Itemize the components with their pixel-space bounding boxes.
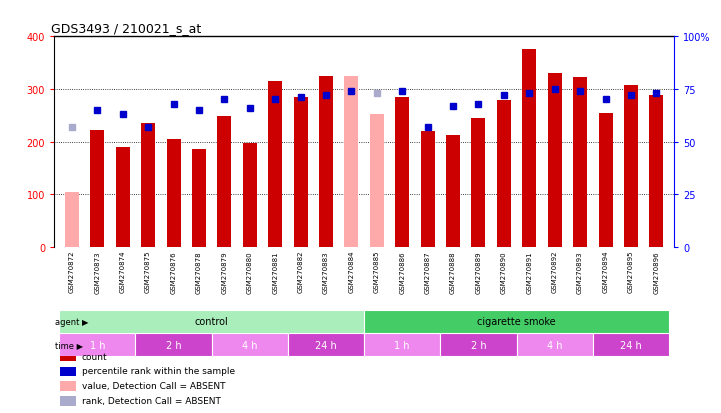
- Text: 1 h: 1 h: [89, 340, 105, 350]
- Bar: [217, 117, 231, 247]
- Text: GSM270894: GSM270894: [603, 250, 609, 293]
- Text: agent ▶: agent ▶: [55, 317, 88, 326]
- Text: GSM270879: GSM270879: [221, 250, 227, 293]
- Text: GSM270892: GSM270892: [552, 250, 558, 293]
- Text: time ▶: time ▶: [55, 340, 83, 349]
- Bar: [61, 396, 76, 406]
- Bar: [90, 131, 105, 247]
- Text: GSM270896: GSM270896: [653, 250, 659, 293]
- Bar: [65, 192, 79, 247]
- Bar: [516, 333, 593, 356]
- Text: GSM270886: GSM270886: [399, 250, 405, 293]
- Text: percentile rank within the sample: percentile rank within the sample: [82, 367, 235, 375]
- Bar: [497, 101, 511, 247]
- Text: GSM270881: GSM270881: [272, 250, 278, 293]
- Text: GSM270883: GSM270883: [323, 250, 329, 293]
- Bar: [115, 147, 130, 247]
- Text: 4 h: 4 h: [242, 340, 257, 350]
- Bar: [243, 143, 257, 247]
- Text: 4 h: 4 h: [547, 340, 562, 350]
- Text: control: control: [195, 317, 229, 327]
- Text: GSM270890: GSM270890: [501, 250, 507, 293]
- Text: count: count: [82, 352, 107, 361]
- Bar: [593, 333, 669, 356]
- Text: 2 h: 2 h: [471, 340, 486, 350]
- Text: GSM270889: GSM270889: [475, 250, 482, 293]
- Text: GSM270880: GSM270880: [247, 250, 253, 293]
- Text: GSM270893: GSM270893: [577, 250, 583, 293]
- Text: GSM270876: GSM270876: [170, 250, 177, 293]
- Text: GSM270878: GSM270878: [196, 250, 202, 293]
- Bar: [650, 96, 663, 247]
- Bar: [364, 333, 441, 356]
- Bar: [624, 85, 638, 247]
- Text: GSM270882: GSM270882: [298, 250, 304, 293]
- Text: GSM270895: GSM270895: [628, 250, 634, 293]
- Text: cigarette smoke: cigarette smoke: [477, 317, 556, 327]
- Text: GSM270888: GSM270888: [450, 250, 456, 293]
- Bar: [212, 333, 288, 356]
- Text: 1 h: 1 h: [394, 340, 410, 350]
- Bar: [420, 132, 435, 247]
- Bar: [167, 140, 180, 247]
- Bar: [472, 119, 485, 247]
- Bar: [268, 82, 282, 247]
- Bar: [141, 124, 155, 247]
- Text: 2 h: 2 h: [166, 340, 181, 350]
- Bar: [548, 74, 562, 247]
- Bar: [288, 333, 364, 356]
- Bar: [446, 136, 460, 247]
- Bar: [345, 76, 358, 247]
- Text: GSM270887: GSM270887: [425, 250, 430, 293]
- Text: 24 h: 24 h: [315, 340, 337, 350]
- Bar: [370, 114, 384, 247]
- Bar: [319, 76, 333, 247]
- Text: GSM270873: GSM270873: [94, 250, 100, 293]
- Bar: [61, 352, 76, 362]
- Bar: [522, 50, 536, 247]
- Bar: [573, 78, 587, 247]
- Bar: [364, 310, 669, 333]
- Text: GSM270891: GSM270891: [526, 250, 532, 293]
- Bar: [61, 382, 76, 391]
- Text: GSM270885: GSM270885: [373, 250, 380, 293]
- Bar: [59, 333, 136, 356]
- Bar: [293, 97, 308, 247]
- Text: GSM270874: GSM270874: [120, 250, 125, 293]
- Text: GSM270884: GSM270884: [348, 250, 355, 293]
- Bar: [136, 333, 212, 356]
- Text: GSM270872: GSM270872: [69, 250, 75, 293]
- Text: GDS3493 / 210021_s_at: GDS3493 / 210021_s_at: [51, 21, 201, 35]
- Bar: [59, 310, 364, 333]
- Bar: [441, 333, 516, 356]
- Bar: [192, 150, 206, 247]
- Bar: [395, 97, 410, 247]
- Text: rank, Detection Call = ABSENT: rank, Detection Call = ABSENT: [82, 396, 221, 405]
- Bar: [61, 367, 76, 376]
- Text: value, Detection Call = ABSENT: value, Detection Call = ABSENT: [82, 381, 226, 390]
- Bar: [598, 113, 613, 247]
- Text: 24 h: 24 h: [620, 340, 642, 350]
- Text: GSM270875: GSM270875: [145, 250, 151, 293]
